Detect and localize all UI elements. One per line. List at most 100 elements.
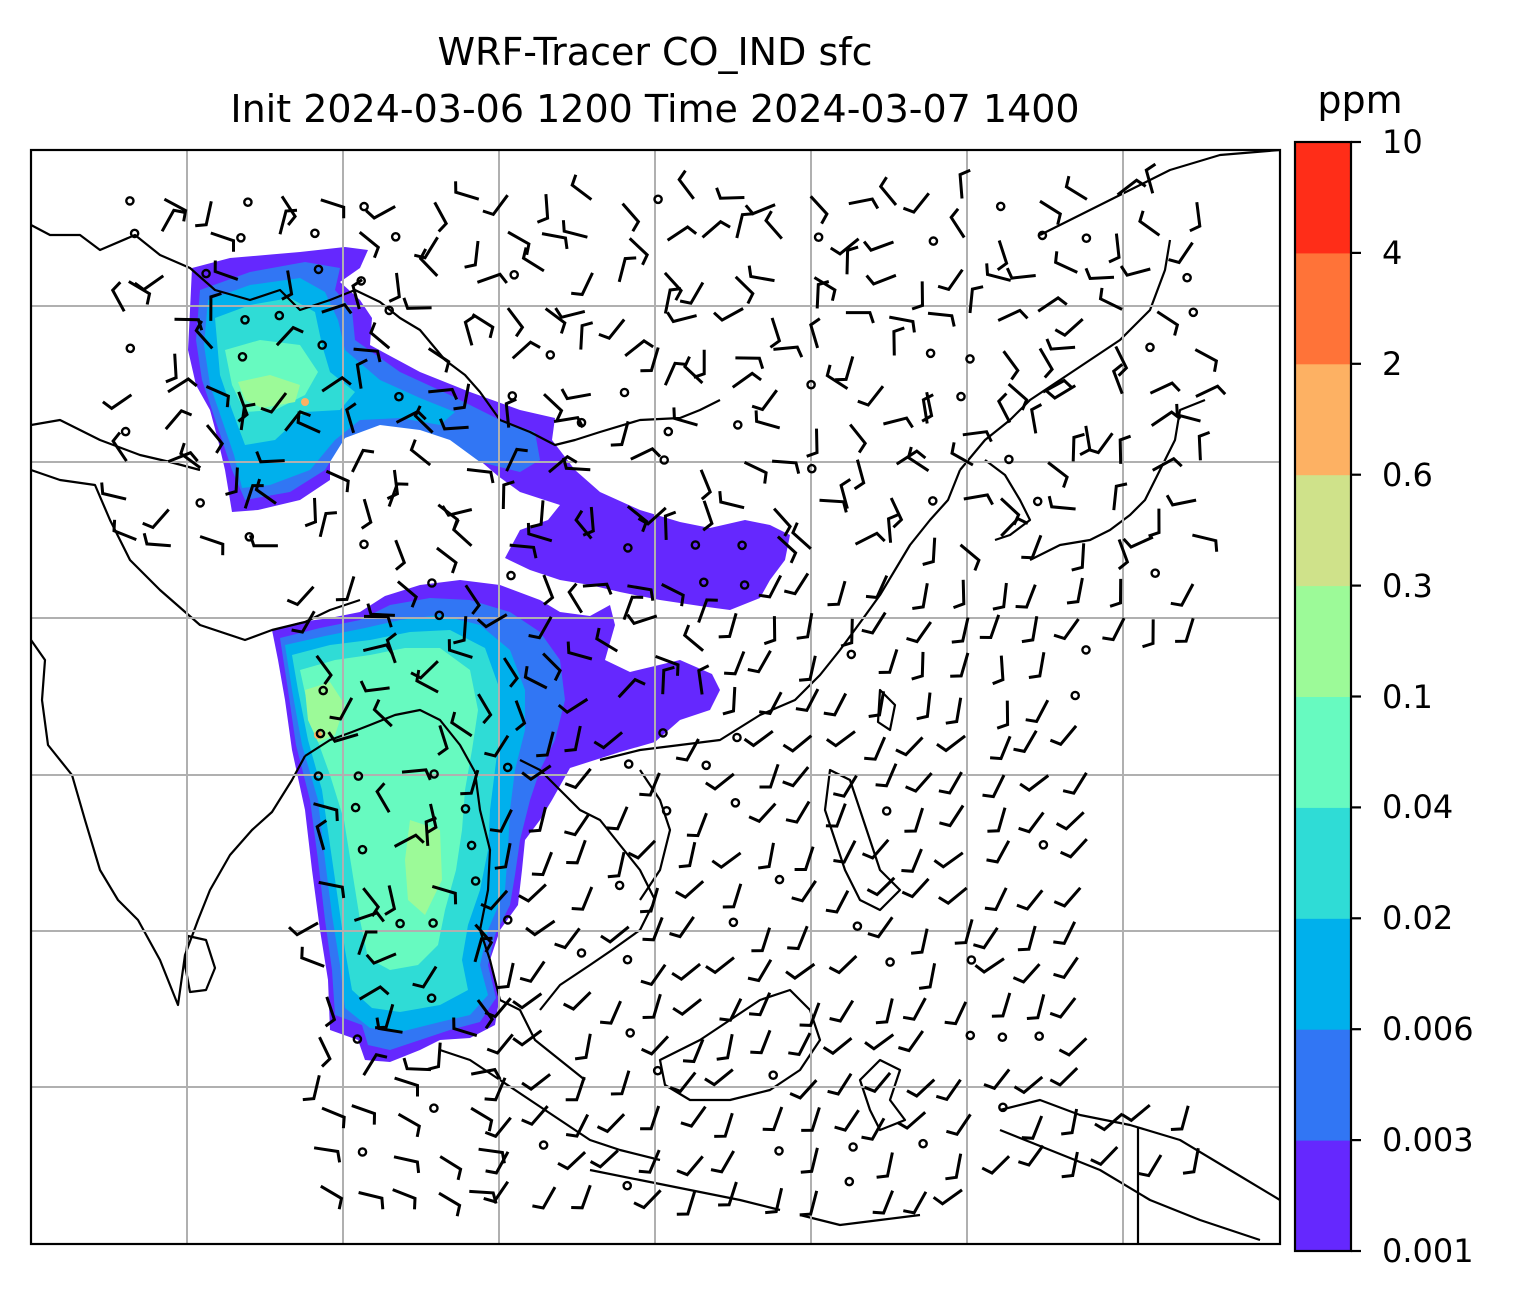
calm-wind-circle	[460, 804, 471, 814]
wind-barb	[798, 655, 817, 682]
wind-barb	[424, 816, 437, 846]
wind-barb	[981, 1155, 1011, 1175]
wind-barb	[1002, 350, 1020, 381]
wind-barb	[829, 237, 860, 256]
wind-barb	[254, 478, 277, 505]
wind-barb	[607, 851, 626, 879]
wind-barb	[617, 677, 646, 699]
calm-wind-circle	[357, 844, 368, 855]
wind-barb	[453, 616, 468, 645]
wind-barb	[637, 506, 667, 526]
wind-barb	[979, 614, 1001, 640]
wind-barb	[724, 650, 746, 676]
wind-barb	[1170, 583, 1195, 607]
wind-barb	[912, 582, 929, 610]
wind-barb	[992, 582, 1008, 611]
wind-barb	[536, 193, 550, 224]
wind-barb	[896, 1111, 927, 1130]
wind-barb	[486, 1033, 514, 1055]
wind-barbs	[100, 162, 1227, 1217]
map-title-line2: Init 2024-03-06 1200 Time 2024-03-07 140…	[230, 87, 1080, 131]
wind-barb	[889, 315, 916, 333]
wind-barb	[776, 535, 798, 564]
wind-barb	[167, 450, 199, 463]
wind-barb	[683, 355, 704, 385]
wind-barb	[785, 800, 811, 824]
wind-barb	[833, 840, 857, 864]
wind-barb	[318, 880, 346, 899]
wind-barb	[674, 880, 705, 900]
wind-barb	[248, 534, 278, 548]
wind-barb	[911, 281, 925, 311]
calm-wind-circle	[1150, 568, 1160, 579]
colorbar-band	[1295, 252, 1351, 365]
wind-barb	[992, 655, 1005, 686]
wind-barb	[579, 321, 594, 350]
calm-wind-circle	[918, 1138, 928, 1149]
calm-wind-circle	[125, 343, 136, 354]
wind-barb	[402, 1057, 432, 1072]
wind-barb	[542, 574, 555, 606]
wind-barb	[401, 768, 432, 781]
calm-wind-circle	[129, 228, 140, 239]
calm-wind-circle	[538, 1140, 549, 1150]
wind-barb	[974, 957, 1005, 974]
wind-barb	[642, 993, 662, 1019]
colorbar-band	[1295, 696, 1351, 808]
wind-barb	[640, 347, 660, 373]
calm-wind-circle	[997, 1032, 1008, 1042]
wind-barb	[532, 1186, 557, 1210]
wind-barb	[394, 1076, 419, 1097]
calm-wind-circle	[881, 806, 892, 816]
wind-barb	[599, 1000, 622, 1025]
wind-barb	[1149, 381, 1181, 395]
wind-barb	[557, 1151, 587, 1171]
wind-barb	[866, 876, 896, 897]
wind-barb	[875, 998, 894, 1025]
wind-barb	[280, 195, 297, 226]
wind-barb	[1042, 378, 1074, 394]
colorbar-band	[1295, 918, 1351, 1030]
wind-barb	[1182, 1147, 1200, 1175]
wind-barb	[598, 318, 626, 340]
wind-barb	[627, 584, 655, 601]
wind-barb	[849, 423, 868, 454]
wind-barb	[949, 207, 966, 239]
wind-barb	[722, 686, 737, 716]
calm-wind-circle	[623, 543, 633, 553]
wind-barb	[962, 430, 993, 443]
wind-barb	[958, 168, 971, 199]
wind-barb	[1047, 461, 1069, 488]
wind-barb	[521, 1073, 552, 1091]
wind-barb	[1087, 432, 1114, 455]
calm-wind-circle	[1038, 840, 1049, 850]
wind-barb	[825, 364, 849, 390]
wind-barb	[205, 424, 225, 454]
wind-barb	[291, 610, 316, 634]
calm-wind-circle	[359, 201, 369, 212]
calm-wind-circle	[622, 1180, 633, 1191]
wind-barb	[565, 1113, 590, 1138]
wind-barb	[640, 887, 660, 914]
wind-barb	[758, 574, 783, 599]
wind-barb	[523, 665, 548, 690]
wind-barb	[751, 389, 779, 412]
wind-barb	[388, 272, 401, 303]
wind-barb	[335, 575, 356, 602]
calm-wind-circle	[384, 305, 395, 316]
wind-barb	[509, 543, 538, 559]
colorbar-band	[1295, 1029, 1351, 1141]
wind-barb	[353, 911, 385, 923]
wind-barb	[1170, 1105, 1190, 1131]
wind-barb	[507, 230, 531, 256]
wind-barb	[950, 652, 970, 678]
wind-barb	[325, 469, 350, 493]
wind-barb	[785, 962, 816, 980]
wind-barb	[1071, 432, 1085, 462]
wind-barb	[794, 846, 815, 871]
wind-barb	[686, 812, 708, 838]
wind-barb	[945, 1113, 972, 1137]
wind-barb	[564, 725, 582, 753]
wind-barb	[304, 497, 318, 528]
wind-barb	[864, 1033, 895, 1051]
